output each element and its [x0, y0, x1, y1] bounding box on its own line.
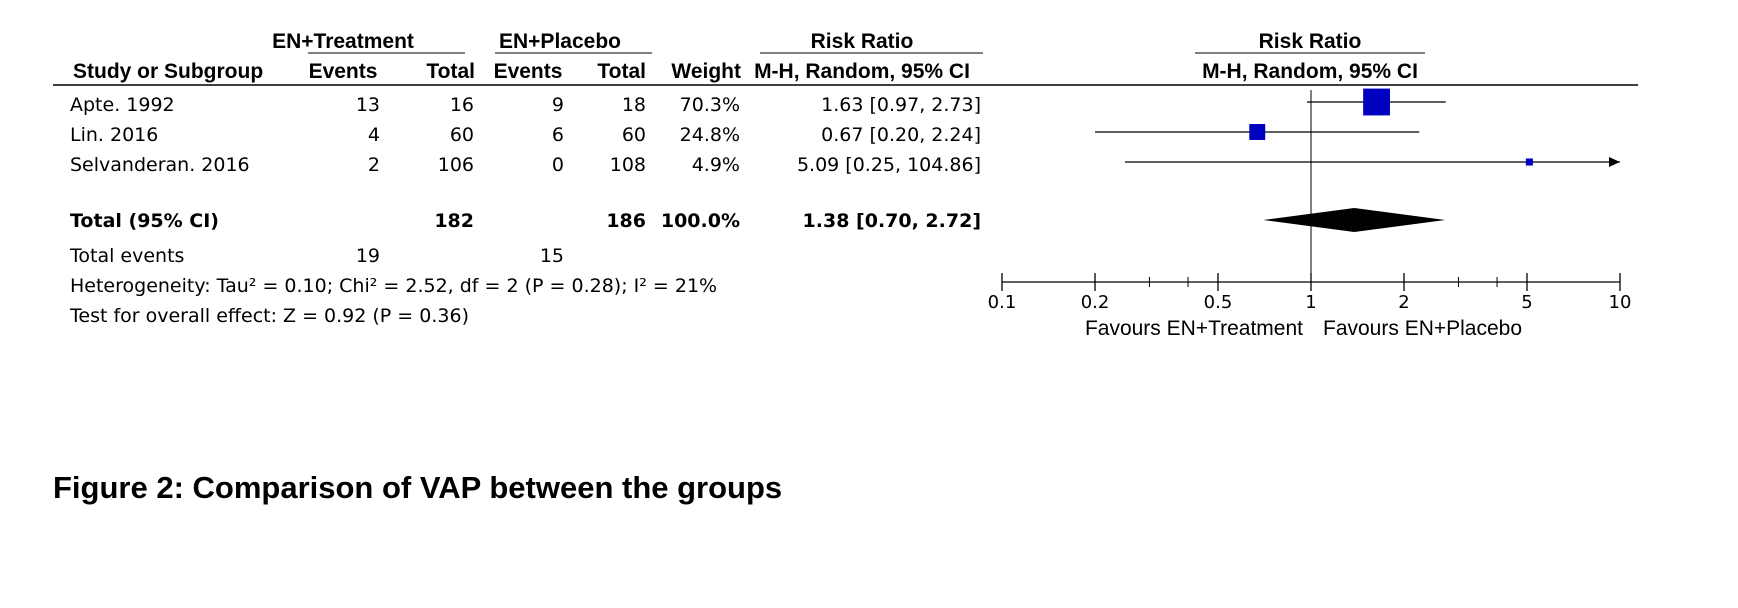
row-weight: 24.8% — [680, 124, 740, 146]
row-t-total: 106 — [438, 154, 474, 176]
header-risk-ratio: Risk Ratio — [811, 30, 914, 53]
row-t-events: 4 — [368, 124, 380, 146]
row-t-events: 2 — [368, 154, 380, 176]
column-header-t-events: Events — [309, 60, 378, 83]
header-placebo-group: EN+Placebo — [499, 30, 621, 53]
forest-plot-area: 0.1 0.2 0.5 1 2 5 10 Favours EN+Treatment Favour… — [988, 88, 1632, 340]
x-tick-label: 10 — [1609, 292, 1632, 313]
row-ci: 0.67 [0.20, 2.24] — [821, 124, 981, 146]
total-events-row: Total events 19 15 — [69, 245, 564, 267]
total-weight: 100.0% — [661, 210, 740, 232]
favours-left-label: Favours EN+Treatment — [1085, 317, 1303, 340]
row-p-total: 108 — [610, 154, 646, 176]
total-events-treatment: 19 — [356, 245, 380, 267]
row-p-events: 0 — [552, 154, 564, 176]
row-weight: 4.9% — [692, 154, 740, 176]
total-events-placebo: 15 — [540, 245, 564, 267]
column-header-t-total: Total — [426, 60, 475, 83]
total-row: Total (95% CI) 182 186 100.0% 1.38 [0.70… — [70, 210, 981, 232]
row-study-name: Selvanderan. 2016 — [70, 154, 250, 176]
row-t-events: 13 — [356, 94, 380, 116]
study-marker — [1525, 158, 1533, 166]
favours-right-label: Favours EN+Placebo — [1323, 317, 1522, 340]
row-t-total: 16 — [450, 94, 474, 116]
x-tick-label: 0.1 — [988, 292, 1017, 313]
row-p-events: 6 — [552, 124, 564, 146]
column-header-p-events: Events — [494, 60, 563, 83]
table-row: Lin. 2016 4 60 6 60 24.8% 0.67 [0.20, 2.… — [70, 124, 981, 146]
row-ci: 5.09 [0.25, 104.86] — [797, 154, 981, 176]
row-weight: 70.3% — [680, 94, 740, 116]
row-p-total: 60 — [622, 124, 646, 146]
heterogeneity-text: Heterogeneity: Tau² = 0.10; Chi² = 2.52,… — [70, 275, 717, 297]
header-treatment-group: EN+Treatment — [272, 30, 414, 53]
column-header-weight: Weight — [671, 60, 741, 83]
row-study-name: Apte. 1992 — [70, 94, 175, 116]
row-ci: 1.63 [0.97, 2.73] — [821, 94, 981, 116]
table-row: Selvanderan. 2016 2 106 0 108 4.9% 5.09 … — [70, 154, 981, 176]
row-p-events: 9 — [552, 94, 564, 116]
ci-arrow — [1609, 157, 1620, 167]
pooled-diamond — [1263, 208, 1446, 232]
total-ci: 1.38 [0.70, 2.72] — [803, 210, 981, 232]
x-tick-label: 0.2 — [1081, 292, 1110, 313]
header-plot-risk-ratio: Risk Ratio — [1259, 30, 1362, 53]
table-row: Apte. 1992 13 16 9 18 70.3% 1.63 [0.97, … — [70, 94, 981, 116]
column-header-plot-method: M-H, Random, 95% CI — [1202, 60, 1418, 83]
study-marker — [1249, 124, 1266, 140]
x-tick-label: 0.5 — [1204, 292, 1233, 313]
column-header-method: M-H, Random, 95% CI — [754, 60, 970, 83]
x-tick-label: 2 — [1398, 292, 1409, 313]
row-study-name: Lin. 2016 — [70, 124, 158, 146]
row-p-total: 18 — [622, 94, 646, 116]
figure-caption: Figure 2: Comparison of VAP between the … — [53, 470, 783, 505]
total-label: Total (95% CI) — [70, 210, 219, 232]
column-header-study: Study or Subgroup — [73, 60, 263, 83]
x-tick-label: 1 — [1305, 292, 1316, 313]
total-t-total: 182 — [434, 210, 474, 232]
column-header-p-total: Total — [597, 60, 646, 83]
total-events-label: Total events — [69, 245, 184, 267]
overall-effect-text: Test for overall effect: Z = 0.92 (P = 0… — [69, 305, 469, 327]
x-tick-label: 5 — [1521, 292, 1532, 313]
study-marker — [1363, 88, 1390, 116]
row-t-total: 60 — [450, 124, 474, 146]
total-p-total: 186 — [606, 210, 646, 232]
